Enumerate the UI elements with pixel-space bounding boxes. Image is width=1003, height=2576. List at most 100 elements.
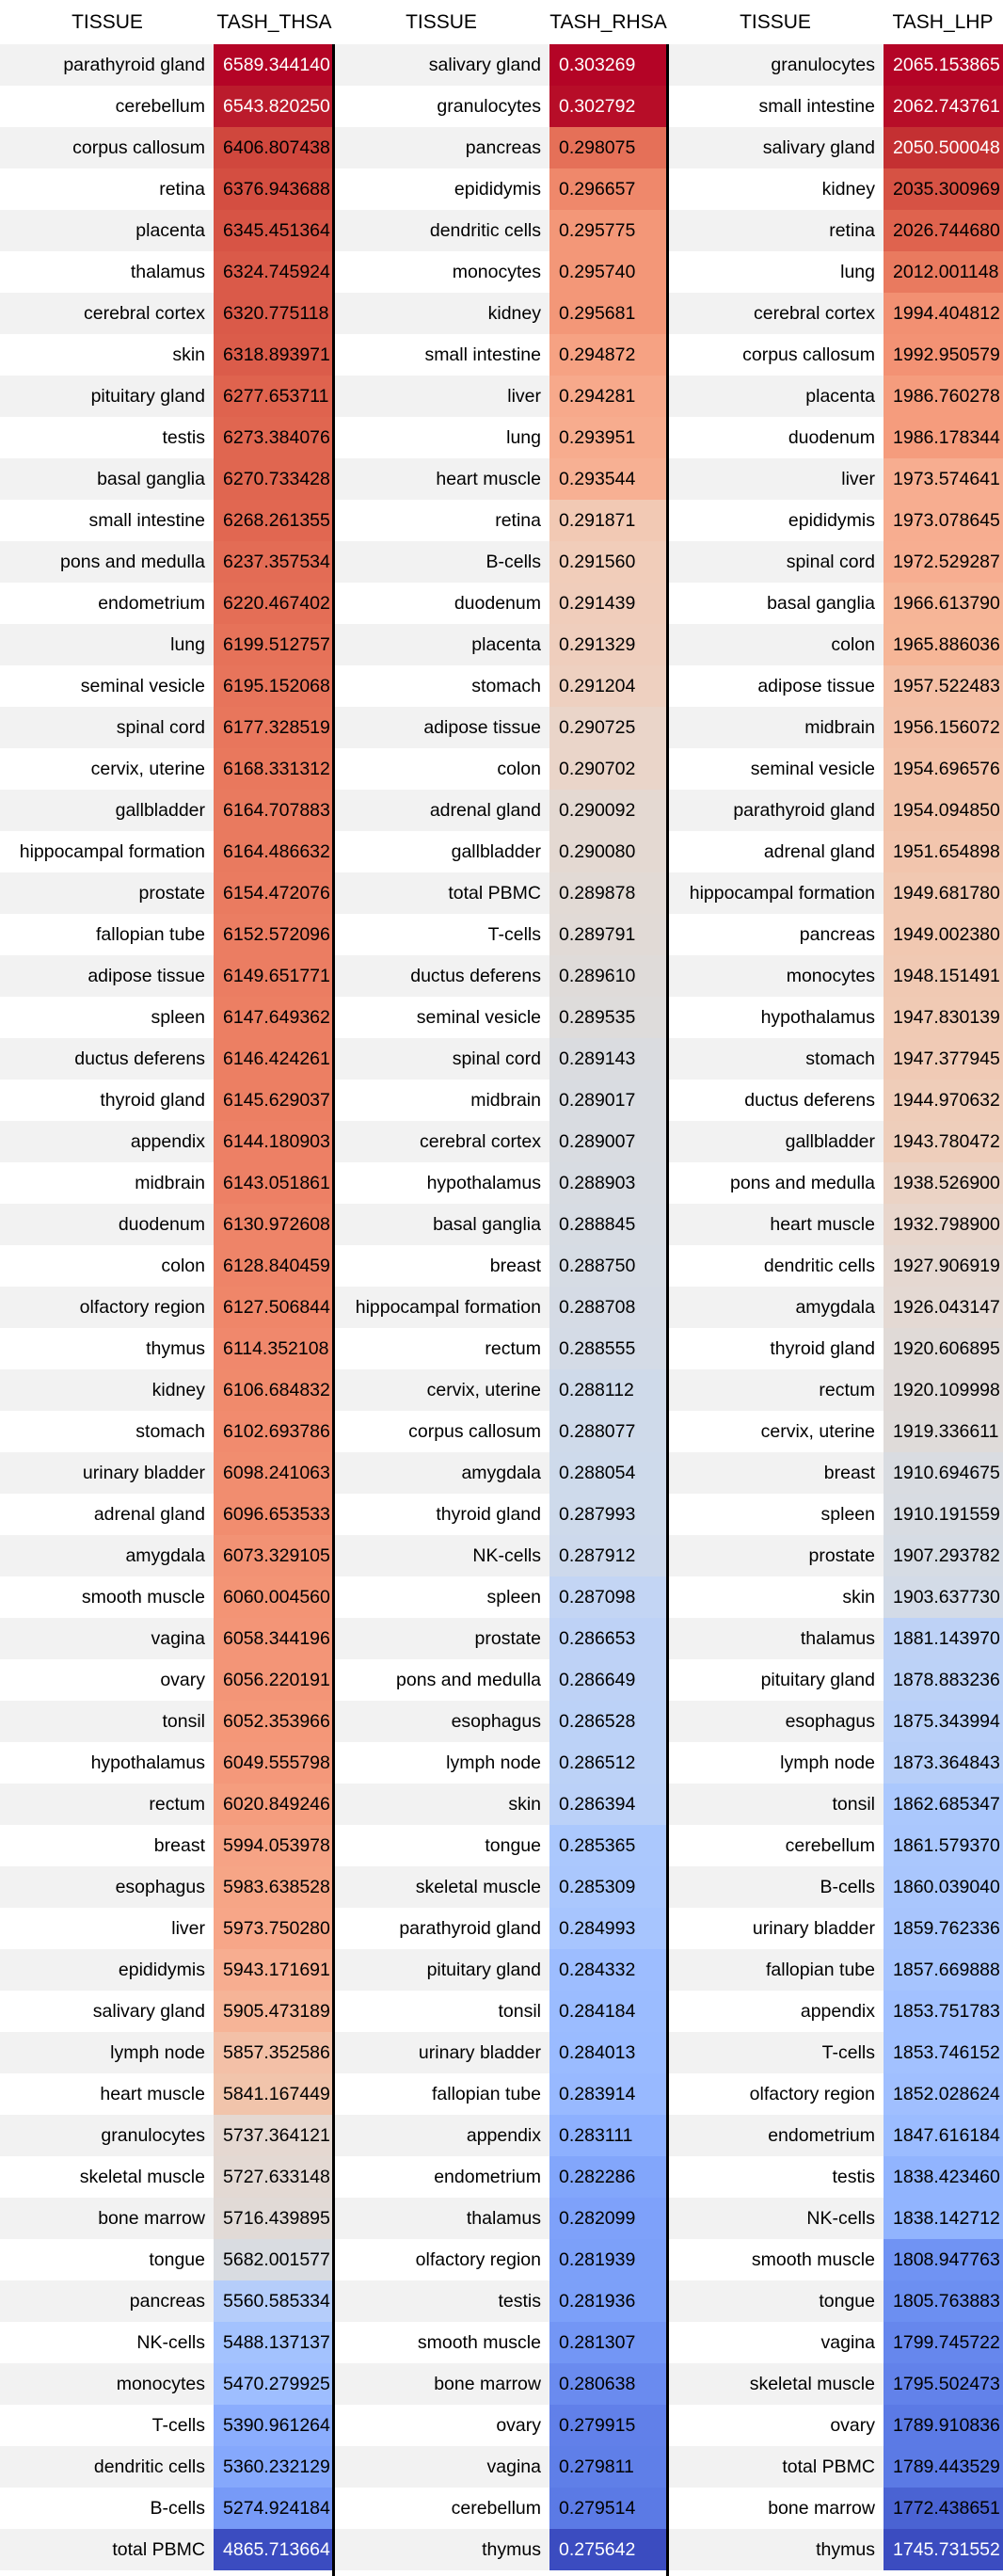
tissue-cell: heart muscle <box>0 2073 214 2115</box>
table-row: B-cells 5274.924184 <box>0 2488 334 2529</box>
tissue-cell: duodenum <box>0 1204 214 1245</box>
value-cell: 5390.961264 <box>214 2405 334 2446</box>
table-row: skin 6318.893971 <box>0 334 334 376</box>
tissue-cell: total PBMC <box>668 2446 884 2488</box>
value-cell: 0.288750 <box>549 1245 668 1287</box>
value-cell: 1972.529287 <box>884 541 1003 583</box>
table-row: fallopian tube 1857.669888 <box>668 1949 1003 1991</box>
tissue-cell: kidney <box>0 1369 214 1411</box>
table-row: corpus callosum 0.288077 <box>334 1411 668 1452</box>
tissue-cell: B-cells <box>334 541 549 583</box>
value-cell: 2012.001148 <box>884 251 1003 293</box>
value-cell: 0.288077 <box>549 1411 668 1452</box>
value-cell: 6096.653533 <box>214 1494 334 1535</box>
value-cell: 6320.775118 <box>214 293 334 334</box>
value-cell: 6145.629037 <box>214 1080 334 1121</box>
tissue-cell: olfactory region <box>0 1287 214 1328</box>
tissue-cell: epididymis <box>0 1949 214 1991</box>
value-cell: 1875.343994 <box>884 1701 1003 1742</box>
tissue-cell: amygdala <box>668 1287 884 1328</box>
tissue-cell: NK-cells <box>334 1535 549 1576</box>
table-row: prostate 0.286653 <box>334 1618 668 1659</box>
value-cell: 6270.733428 <box>214 458 334 500</box>
value-cell: 5560.585334 <box>214 2280 334 2322</box>
table-row: small intestine 2062.743761 <box>668 86 1003 127</box>
table-row: retina 0.291871 <box>334 500 668 541</box>
table-row: ductus deferens 6146.424261 <box>0 1038 334 1080</box>
tissue-cell: ductus deferens <box>668 1080 884 1121</box>
value-cell: 0.290702 <box>549 748 668 790</box>
value-cell: 0.283914 <box>549 2073 668 2115</box>
tissue-cell: tonsil <box>0 1701 214 1742</box>
tissue-cell: adipose tissue <box>668 665 884 707</box>
tissue-cell: corpus callosum <box>334 1411 549 1452</box>
value-cell: 0.281936 <box>549 2280 668 2322</box>
table-row: olfactory region 0.281939 <box>334 2239 668 2280</box>
table-row: gallbladder 1943.780472 <box>668 1121 1003 1162</box>
tissue-cell: ovary <box>334 2405 549 2446</box>
table-row: endometrium 1847.616184 <box>668 2115 1003 2156</box>
tissue-cell: lymph node <box>668 1742 884 1784</box>
table-row: liver 0.294281 <box>334 376 668 417</box>
value-cell: 6149.651771 <box>214 955 334 997</box>
table-row: spleen 0.287098 <box>334 1576 668 1618</box>
value-cell: 1954.696576 <box>884 748 1003 790</box>
table-row: cerebellum 6543.820250 <box>0 86 334 127</box>
table-row: duodenum 0.291439 <box>334 583 668 624</box>
value-cell: 1986.760278 <box>884 376 1003 417</box>
table-row: dendritic cells 1927.906919 <box>668 1245 1003 1287</box>
table-row: T-cells 5390.961264 <box>0 2405 334 2446</box>
tissue-cell: retina <box>0 168 214 210</box>
tissue-cell: breast <box>334 1245 549 1287</box>
tissue-cell: duodenum <box>334 583 549 624</box>
value-cell: 0.285309 <box>549 1866 668 1908</box>
tissue-cell: parathyroid gland <box>0 44 214 86</box>
tissue-cell: small intestine <box>668 86 884 127</box>
tissue-cell: urinary bladder <box>0 1452 214 1494</box>
tissue-cell: bone marrow <box>668 2488 884 2529</box>
column-group-rhsa: TISSUE TASH_RHSA salivary gland 0.303269 g… <box>334 0 668 2576</box>
value-cell: 1957.522483 <box>884 665 1003 707</box>
value-cell: 1745.731552 <box>884 2529 1003 2570</box>
table-row: prostate 1907.293782 <box>668 1535 1003 1576</box>
value-cell: 0.280638 <box>549 2363 668 2405</box>
value-cell: 0.294281 <box>549 376 668 417</box>
table-row: skin 0.286394 <box>334 1784 668 1825</box>
value-cell: 1862.685347 <box>884 1784 1003 1825</box>
table-row: lung 2012.001148 <box>668 251 1003 293</box>
tissue-cell: granulocytes <box>0 2115 214 2156</box>
value-cell: 6237.357534 <box>214 541 334 583</box>
tissue-cell: pons and medulla <box>0 541 214 583</box>
tissue-cell: cervix, uterine <box>668 1411 884 1452</box>
table-row: thyroid gland 6145.629037 <box>0 1080 334 1121</box>
tissue-cell: parathyroid gland <box>334 1908 549 1949</box>
value-cell: 6324.745924 <box>214 251 334 293</box>
tissue-cell: lung <box>668 251 884 293</box>
value-cell: 1927.906919 <box>884 1245 1003 1287</box>
table-row: bone marrow 1772.438651 <box>668 2488 1003 2529</box>
value-cell: 1951.654898 <box>884 831 1003 872</box>
tissue-cell: small intestine <box>334 334 549 376</box>
value-cell: 6106.684832 <box>214 1369 334 1411</box>
tissue-cell: kidney <box>668 168 884 210</box>
value-cell: 0.286649 <box>549 1659 668 1701</box>
column-header: TISSUE TASH_THSA <box>0 0 334 44</box>
table-row: cervix, uterine 6168.331312 <box>0 748 334 790</box>
value-cell: 0.288555 <box>549 1328 668 1369</box>
table-row: spinal cord 6177.328519 <box>0 707 334 748</box>
table-row: rectum 0.288555 <box>334 1328 668 1369</box>
value-cell: 0.289143 <box>549 1038 668 1080</box>
tissue-cell: epididymis <box>334 168 549 210</box>
value-cell: 0.284013 <box>549 2032 668 2073</box>
tissue-cell: prostate <box>668 1535 884 1576</box>
value-cell: 0.286394 <box>549 1784 668 1825</box>
value-cell: 1994.404812 <box>884 293 1003 334</box>
table-row: pons and medulla 0.286649 <box>334 1659 668 1701</box>
table-row: bone marrow 5716.439895 <box>0 2198 334 2239</box>
value-cell: 1992.950579 <box>884 334 1003 376</box>
tissue-cell: seminal vesicle <box>334 997 549 1038</box>
table-row: breast 1910.694675 <box>668 1452 1003 1494</box>
value-cell: 6268.261355 <box>214 500 334 541</box>
table-row: adrenal gland 1951.654898 <box>668 831 1003 872</box>
tissue-cell: colon <box>0 1245 214 1287</box>
